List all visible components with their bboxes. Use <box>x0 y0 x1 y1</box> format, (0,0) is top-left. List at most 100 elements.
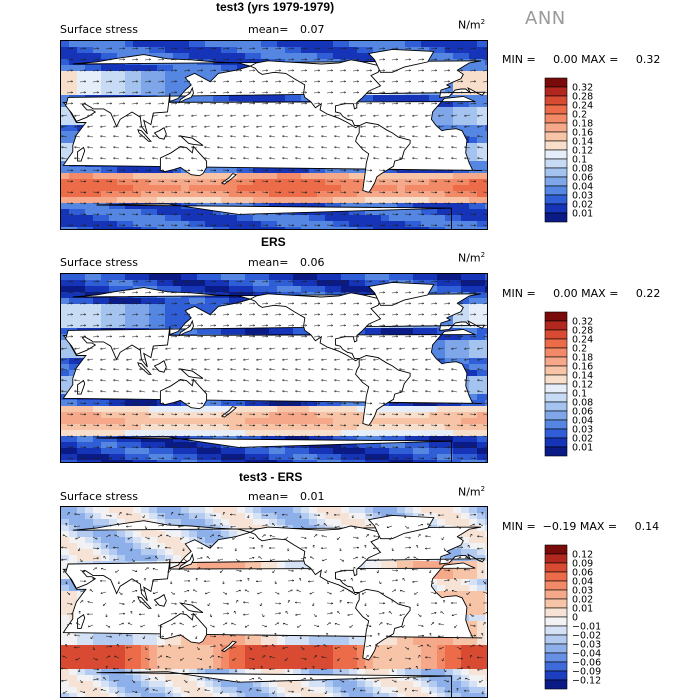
wind-arrow <box>209 169 216 171</box>
field-cell <box>293 203 302 210</box>
wind-arrow-head <box>226 170 229 172</box>
wind-arrow <box>430 47 437 50</box>
wind-arrow <box>295 114 302 117</box>
wind-arrow-head <box>434 181 437 183</box>
continent <box>137 129 152 142</box>
field-cell <box>133 203 142 210</box>
wind-arrow <box>183 191 190 193</box>
wind-arrow <box>274 80 281 83</box>
wind-arrow-head <box>265 192 268 194</box>
wind-arrow-head <box>213 181 216 183</box>
wind-arrow-head <box>123 92 125 94</box>
wind-arrow <box>443 224 450 226</box>
wind-arrow-head <box>421 203 424 205</box>
field-cell <box>349 436 358 443</box>
field-cell <box>397 95 406 102</box>
wind-arrow <box>66 102 73 105</box>
wind-arrow <box>248 58 255 61</box>
wind-arrow-head <box>240 103 242 105</box>
wind-arrow <box>157 91 164 94</box>
wind-arrow <box>131 91 138 94</box>
field-cell <box>125 304 134 311</box>
field-cell <box>261 430 270 437</box>
wind-arrow <box>79 80 86 83</box>
field-cell <box>381 41 390 48</box>
field-cell <box>157 221 166 228</box>
wind-arrow-head <box>174 192 177 194</box>
field-cell <box>197 304 206 311</box>
field-cell <box>109 215 118 222</box>
field-cell <box>333 424 342 431</box>
field-cell <box>61 400 70 407</box>
wind-arrow <box>74 146 81 149</box>
field-cell <box>69 89 78 96</box>
wind-arrow <box>391 169 398 171</box>
wind-arrow-head <box>382 214 385 216</box>
field-cell <box>181 191 190 198</box>
field-cell <box>477 382 486 389</box>
field-cell <box>309 173 318 180</box>
field-cell <box>101 47 110 54</box>
field-cell <box>229 53 238 60</box>
field-cell <box>405 41 414 48</box>
wind-arrow <box>66 80 73 83</box>
field-cell <box>229 215 238 222</box>
field-cell <box>125 412 134 419</box>
field-cell <box>277 197 286 204</box>
field-cell <box>245 41 254 48</box>
field-cell <box>333 167 342 174</box>
field-cell <box>101 310 110 317</box>
wind-arrow <box>464 114 471 117</box>
field-cell <box>461 71 470 78</box>
field-cell <box>397 412 406 419</box>
wind-arrow-head <box>370 81 372 83</box>
field-cell <box>181 65 190 72</box>
field-cell <box>221 47 230 54</box>
wind-arrow-head <box>474 81 476 83</box>
field-cell <box>437 340 446 347</box>
field-cell <box>485 280 487 287</box>
wind-arrow-head <box>230 125 232 128</box>
wind-arrow-head <box>396 103 398 105</box>
wind-arrow-head <box>252 203 255 205</box>
field-cell <box>157 173 166 180</box>
wind-arrow <box>412 125 419 128</box>
field-cell <box>117 298 126 305</box>
field-cell <box>461 418 470 425</box>
field-cell <box>213 185 222 192</box>
wind-arrow <box>456 180 463 182</box>
field-cell <box>461 215 470 222</box>
field-cell <box>445 340 454 347</box>
wind-arrow-head <box>61 114 63 117</box>
field-cell <box>117 71 126 78</box>
field-cell <box>309 221 318 228</box>
wind-arrow-head <box>396 48 398 50</box>
field-cell <box>253 41 262 48</box>
wind-arrow <box>339 180 346 182</box>
field-cell <box>445 191 454 198</box>
field-cell <box>261 185 270 192</box>
wind-arrow-head <box>357 59 359 61</box>
field-cell <box>485 119 487 126</box>
wind-arrow-head <box>239 225 242 227</box>
field-cell <box>253 328 262 335</box>
wind-arrow <box>386 125 393 128</box>
field-cell <box>469 71 478 78</box>
field-cell <box>69 179 78 186</box>
field-cell <box>109 47 118 54</box>
wind-arrow <box>373 135 380 138</box>
wind-arrow-head <box>109 192 112 194</box>
wind-arrow <box>92 102 99 105</box>
wind-arrow-head <box>383 92 385 94</box>
field-cell <box>69 424 78 431</box>
wind-arrow-head <box>174 214 177 216</box>
wind-arrow-head <box>373 125 375 128</box>
field-cell <box>205 191 214 198</box>
wind-arrow <box>139 157 146 160</box>
wind-arrow-head <box>266 103 268 105</box>
field-cell <box>485 430 487 437</box>
wind-arrow <box>144 58 151 61</box>
field-cell <box>285 53 294 60</box>
field-cell <box>181 286 190 293</box>
wind-arrow-head <box>434 225 437 227</box>
